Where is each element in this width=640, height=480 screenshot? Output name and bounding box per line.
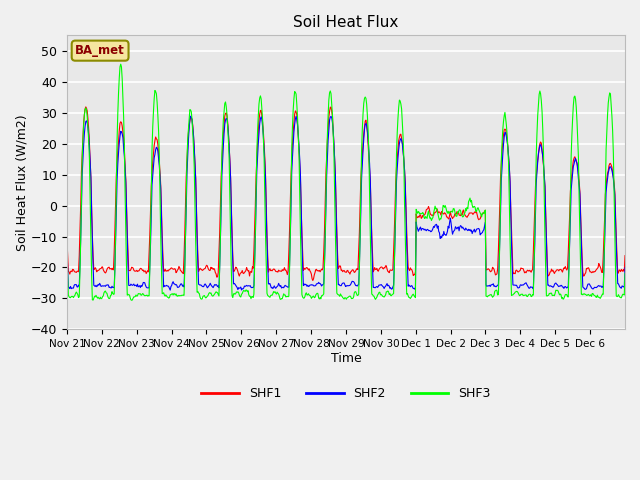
SHF1	[259, 129, 267, 134]
SHF1	[436, 210, 444, 216]
SHF2	[232, 284, 240, 289]
SHF2	[405, 282, 413, 288]
SHF2	[436, 236, 444, 241]
SHF1	[82, 104, 90, 110]
SHF1	[621, 253, 629, 259]
SHF2	[166, 287, 174, 293]
Legend: SHF1, SHF2, SHF3: SHF1, SHF2, SHF3	[196, 383, 496, 406]
SHF1	[405, 266, 413, 272]
Title: Soil Heat Flux: Soil Heat Flux	[293, 15, 399, 30]
SHF1	[63, 234, 70, 240]
SHF2	[260, 146, 268, 152]
Line: SHF3: SHF3	[67, 64, 625, 300]
SHF3	[232, 289, 240, 295]
SHF2	[621, 265, 629, 271]
SHF3	[63, 245, 70, 251]
Line: SHF1: SHF1	[67, 107, 625, 280]
SHF2	[129, 283, 136, 288]
SHF2	[282, 282, 289, 288]
SHF3	[130, 294, 138, 300]
SHF3	[436, 216, 444, 222]
SHF3	[128, 298, 136, 303]
Line: SHF2: SHF2	[67, 116, 625, 290]
SHF3	[260, 153, 268, 159]
SHF3	[405, 295, 413, 300]
SHF1	[129, 265, 137, 271]
SHF3	[117, 61, 125, 67]
SHF3	[621, 270, 629, 276]
SHF2	[63, 243, 70, 249]
Y-axis label: Soil Heat Flux (W/m2): Soil Heat Flux (W/m2)	[15, 114, 28, 251]
SHF3	[282, 292, 289, 298]
SHF1	[232, 264, 239, 270]
X-axis label: Time: Time	[331, 352, 362, 365]
SHF1	[309, 277, 317, 283]
SHF1	[280, 265, 288, 271]
SHF2	[187, 113, 195, 119]
Text: BA_met: BA_met	[76, 44, 125, 57]
